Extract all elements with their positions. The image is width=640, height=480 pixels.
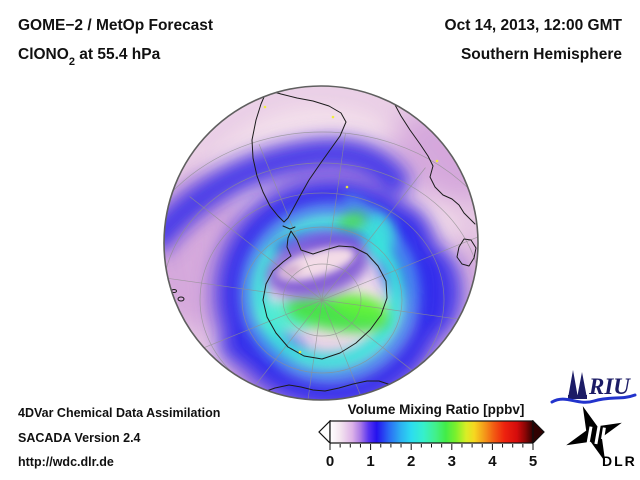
colorbar-title: Volume Mixing Ratio [ppbv]: [347, 402, 525, 417]
species-name: ClONO: [18, 46, 69, 63]
tick-label-2: 2: [407, 453, 415, 470]
pressure-level: at 55.4 hPa: [74, 46, 161, 63]
coast-south-america: [251, 89, 347, 223]
tick-label-5: 5: [529, 453, 537, 470]
colorbar-gradient: [329, 420, 534, 444]
coastlines: [171, 89, 477, 394]
credit-block: 4DVar Chemical Data Assimilation SACADA …: [18, 401, 220, 475]
datetime-label: Oct 14, 2013, 12:00 GMT: [444, 17, 622, 34]
version-label: SACADA Version 2.4: [18, 430, 141, 445]
colorbar-ticks: [329, 444, 534, 450]
species-subscript: 2: [68, 56, 75, 69]
coast-australia: [260, 380, 392, 394]
dlr-logo: DLR: [566, 406, 636, 469]
riu-cathedral-icon: [568, 370, 587, 399]
coast-antarctica: [262, 230, 388, 360]
riu-logo-text: RIU: [588, 374, 631, 399]
tick-label-0: 0: [326, 453, 334, 470]
title-block-left: GOME−2 / MetOp Forecast ClONO2 at 55.4 h…: [18, 11, 213, 75]
coast-island-2: [177, 296, 185, 302]
species-level-title: ClONO2 at 55.4 hPa: [18, 40, 213, 75]
riu-wave-icon: [550, 393, 637, 404]
assimilation-label: 4DVar Chemical Data Assimilation: [18, 406, 221, 420]
colorbar: 0 1 2 3 4 5: [318, 420, 545, 470]
coast-madagascar: [456, 238, 477, 267]
colorbar-right-arrow: [532, 420, 545, 445]
colorbar-tick-labels: 0 1 2 3 4 5: [326, 453, 537, 470]
dlr-logo-text: DLR: [602, 453, 636, 469]
globe-limb: [163, 85, 479, 401]
obs-dots: [263, 105, 439, 354]
title-block-right: Oct 14, 2013, 12:00 GMT Southern Hemisph…: [445, 11, 622, 69]
tick-label-3: 3: [448, 453, 456, 470]
hemisphere-label: Southern Hemisphere: [460, 46, 622, 63]
data-layer-green-core: [286, 211, 390, 333]
dlr-star-icon: [566, 406, 622, 462]
colorbar-left-arrow: [318, 420, 331, 445]
tick-label-1: 1: [366, 453, 374, 470]
riu-logo: RIU: [550, 370, 637, 404]
graticule: [164, 131, 478, 400]
website-url: http://wdc.dlr.de: [18, 455, 114, 469]
tick-label-4: 4: [488, 453, 497, 470]
coast-tierra-del-fuego: [282, 225, 296, 230]
product-title: GOME−2 / MetOp Forecast: [18, 17, 214, 34]
coast-africa: [393, 102, 476, 225]
